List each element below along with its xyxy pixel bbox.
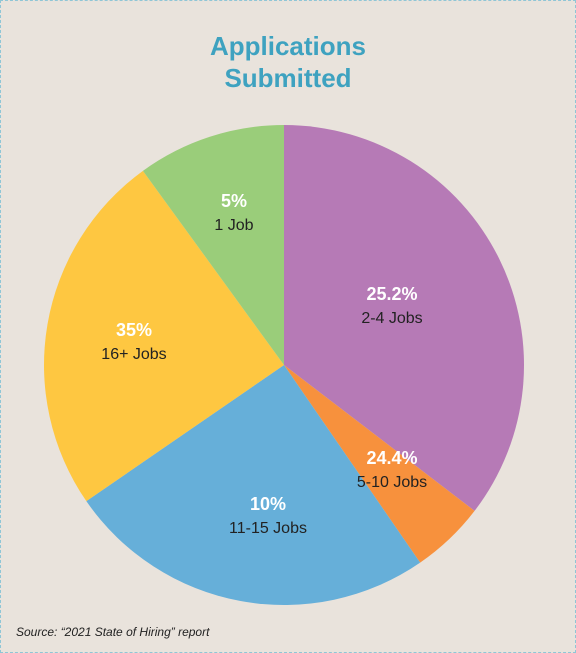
slice-percent-label: 24.4% <box>366 448 417 468</box>
slice-percent-label: 10% <box>250 494 286 514</box>
source-note: Source: “2021 State of Hiring” report <box>16 625 210 639</box>
title-line-2: Submitted <box>224 63 352 93</box>
title-line-1: Applications <box>209 31 366 61</box>
slice-category-label: 16+ Jobs <box>101 346 166 363</box>
pie-slice-16-jobs <box>44 170 285 502</box>
slice-category-label: 2-4 Jobs <box>361 310 422 327</box>
slice-percent-label: 5% <box>221 191 247 211</box>
chart-title: Applications Submitted <box>0 30 576 94</box>
pie-slice-5-10-jobs <box>284 365 475 563</box>
pie-slice-11-15-jobs <box>86 365 421 605</box>
pie-slice-2-4-jobs <box>284 125 524 511</box>
pie-slice-1-job <box>142 125 284 365</box>
slice-category-label: 5-10 Jobs <box>357 474 427 491</box>
slice-category-label: 1 Job <box>214 217 253 234</box>
slice-percent-label: 35% <box>116 320 152 340</box>
slice-percent-label: 25.2% <box>366 284 417 304</box>
slice-category-label: 11-15 Jobs <box>229 520 307 537</box>
